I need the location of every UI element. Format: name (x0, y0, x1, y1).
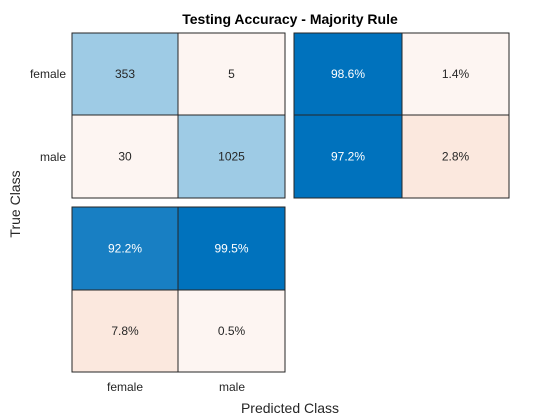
y-axis-label: True Class (7, 170, 23, 237)
y-tick-label: female (30, 67, 66, 81)
x-tick-label: male (219, 380, 245, 394)
y-tick-label: male (40, 150, 66, 164)
matrix-cell-value: 30 (118, 150, 132, 164)
matrix-cell (71, 114, 179, 199)
matrix-cell-value: 5 (228, 67, 235, 81)
x-axis-label: Predicted Class (241, 400, 339, 416)
column-summary-value: 0.5% (218, 324, 246, 338)
row-summary-value: 1.4% (442, 67, 470, 81)
matrix-cell (177, 114, 286, 199)
column-summary-value: 92.2% (108, 242, 142, 256)
row-summary-cell (401, 32, 510, 116)
matrix-cell-value: 353 (115, 67, 135, 81)
column-summary-value: 7.8% (111, 324, 139, 338)
matrix-cell (177, 32, 286, 116)
row-summary-cell (401, 114, 510, 199)
row-summary-cell (293, 32, 403, 116)
column-summary-matrix: 92.2% 99.5% 7.8% 0.5% (71, 206, 286, 373)
row-summary-matrix: 98.6% 1.4% 97.2% 2.8% (293, 32, 510, 199)
y-tick-labels: female male (30, 67, 66, 164)
confusion-matrix: 353 5 30 1025 (71, 32, 286, 199)
column-summary-cell (177, 206, 286, 291)
row-summary-value: 98.6% (331, 67, 365, 81)
column-summary-cell (177, 289, 286, 373)
row-summary-value: 97.2% (331, 150, 365, 164)
x-tick-labels: female male (107, 380, 245, 394)
x-tick-label: female (107, 380, 143, 394)
row-summary-cell (293, 114, 403, 199)
row-summary-value: 2.8% (442, 150, 470, 164)
matrix-cell-value: 1025 (218, 150, 245, 164)
column-summary-value: 99.5% (214, 242, 248, 256)
chart-title: Testing Accuracy - Majority Rule (182, 11, 398, 27)
matrix-cell (71, 32, 179, 116)
